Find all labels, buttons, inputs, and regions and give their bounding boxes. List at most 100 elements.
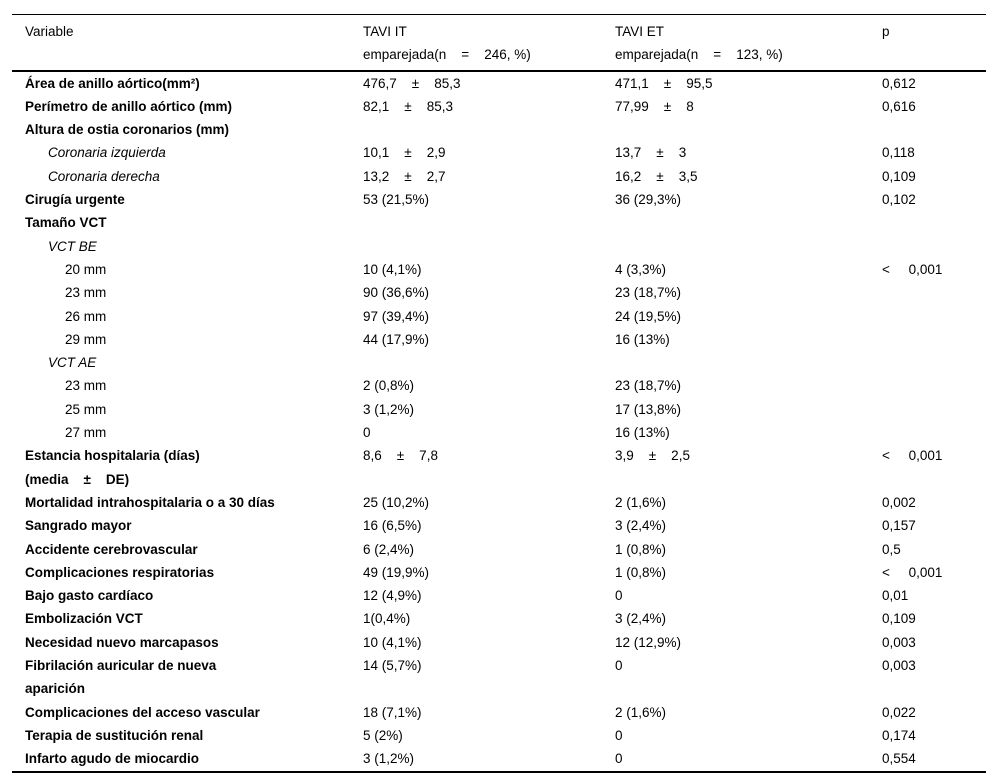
table-row: Fibrilación auricular de nueva aparición… [12, 654, 986, 701]
tavi-et-value-cell [615, 351, 882, 374]
table-row: Infarto agudo de miocardio 3 (1,2%) 0 0,554 [12, 747, 986, 771]
tavi-it-value-cell: 13,2 ± 2,7 [363, 168, 446, 184]
row-label-cell: 29 mm [65, 331, 107, 347]
tavi-et-value-cell: 16,2 ± 3,5 [615, 168, 698, 184]
tavi-et-value-cell: 0 [615, 751, 623, 767]
p-value-cell: 0,102 [882, 192, 916, 208]
tavi-et-value-cell [615, 211, 882, 234]
tavi-et-value-cell: 0 [615, 658, 623, 674]
col-header-variable: Variable [12, 14, 363, 72]
tavi-it-value-cell: 476,7 ± 85,3 [363, 75, 461, 91]
tavi-it-value-cell: 5 (2%) [363, 727, 403, 743]
tavi-et-value-cell: 23 (18,7%) [615, 378, 682, 394]
tavi-et-value-cell: 17 (13,8%) [615, 401, 682, 417]
tavi-et-value-cell: 2 (1,6%) [615, 704, 667, 720]
table-row: Tamaño VCT [12, 211, 986, 234]
p-value-cell: < 0,001 [882, 448, 943, 464]
table-row: VCT AE [12, 351, 986, 374]
row-label-cell: Cirugía urgente [25, 192, 125, 208]
row-label-cell: Estancia hospitalaria (días) (media ± DE… [25, 448, 200, 487]
col-header-tavi-et: TAVI ET emparejada(n = 123, %) [615, 14, 882, 72]
table-row: Terapia de sustitución renal 5 (2%) 0 0,174 [12, 724, 986, 747]
p-value-cell: 0,003 [882, 658, 916, 674]
tavi-it-value-cell: 1(0,4%) [363, 611, 411, 627]
tavi-et-value-cell: 3 (2,4%) [615, 611, 667, 627]
row-label-cell: 26 mm [65, 308, 107, 324]
p-value-cell [882, 398, 986, 421]
table-row: 29 mm 44 (17,9%) 16 (13%) [12, 328, 986, 351]
tavi-it-value-cell: 97 (39,4%) [363, 308, 430, 324]
tavi-et-value-cell: 36 (29,3%) [615, 192, 682, 208]
p-value-cell: 0,612 [882, 75, 916, 91]
p-value-cell [882, 351, 986, 374]
tavi-it-value-cell: 16 (6,5%) [363, 518, 422, 534]
row-label-cell: Bajo gasto cardíaco [25, 588, 154, 604]
col-header-tavi-it: TAVI IT emparejada(n = 246, %) [363, 14, 615, 72]
table-row: Perímetro de anillo aórtico (mm) 82,1 ± 8… [12, 95, 986, 118]
tavi-et-value-cell: 1 (0,8%) [615, 564, 667, 580]
table-row: 23 mm 90 (36,6%) 23 (18,7%) [12, 281, 986, 304]
row-label-cell: Área de anillo aórtico(mm²) [25, 75, 200, 91]
table-row: 25 mm 3 (1,2%) 17 (13,8%) [12, 398, 986, 421]
row-label-cell: 23 mm [65, 285, 107, 301]
row-label-cell: Sangrado mayor [25, 518, 132, 534]
tavi-comparison-table: Variable TAVI IT emparejada(n = 246, %) … [12, 14, 986, 773]
row-label-cell: Embolización VCT [25, 611, 143, 627]
table-row: Área de anillo aórtico(mm²) 476,7 ± 85,3 4… [12, 71, 986, 95]
tavi-et-value-cell: 3,9 ± 2,5 [615, 448, 690, 464]
tavi-it-value-cell: 10 (4,1%) [363, 634, 422, 650]
p-value-cell: < 0,001 [882, 261, 943, 277]
p-value-cell: 0,109 [882, 168, 916, 184]
tavi-it-value-cell [363, 235, 615, 258]
row-label-cell: Necesidad nuevo marcapasos [25, 634, 219, 650]
p-value-cell: 0,157 [882, 518, 916, 534]
table-row: 27 mm 0 16 (13%) [12, 421, 986, 444]
table-row: 23 mm 2 (0,8%) 23 (18,7%) [12, 374, 986, 397]
table-row: Embolización VCT 1(0,4%) 3 (2,4%) 0,109 [12, 607, 986, 630]
row-label-cell: Perímetro de anillo aórtico (mm) [25, 98, 233, 114]
table-row: VCT BE [12, 235, 986, 258]
p-value-cell [882, 305, 986, 328]
table-row: Bajo gasto cardíaco 12 (4,9%) 0 0,01 [12, 584, 986, 607]
p-value-cell: 0,174 [882, 727, 916, 743]
tavi-it-value-cell: 2 (0,8%) [363, 378, 415, 394]
row-label-cell: Mortalidad intrahospitalaria o a 30 días [25, 494, 275, 510]
row-label-cell: Coronaria izquierda [48, 145, 166, 161]
p-value-cell [882, 118, 986, 141]
tavi-et-value-cell [615, 235, 882, 258]
tavi-it-value-cell [363, 351, 615, 374]
tavi-it-value-cell [363, 118, 615, 141]
table-row: Coronaria derecha 13,2 ± 2,7 16,2 ± 3,5 0,1… [12, 165, 986, 188]
p-value-cell: 0,616 [882, 98, 916, 114]
row-label-cell: Coronaria derecha [48, 168, 160, 184]
tavi-et-value-cell: 12 (12,9%) [615, 634, 682, 650]
row-label-cell: VCT AE [48, 355, 97, 371]
tavi-et-value-cell: 16 (13%) [615, 331, 670, 347]
tavi-et-value-cell [615, 118, 882, 141]
p-value-cell: 0,002 [882, 494, 916, 510]
row-label-cell: Complicaciones respiratorias [25, 564, 215, 580]
tavi-it-value-cell: 14 (5,7%) [363, 658, 422, 674]
tavi-et-value-cell: 16 (13%) [615, 425, 670, 441]
row-label-cell: Terapia de sustitución renal [25, 727, 204, 743]
p-value-cell [882, 235, 986, 258]
tavi-it-value-cell: 44 (17,9%) [363, 331, 430, 347]
tavi-it-value-cell: 49 (19,9%) [363, 564, 430, 580]
tavi-et-value-cell: 23 (18,7%) [615, 285, 682, 301]
p-value-cell: 0,01 [882, 588, 909, 604]
row-label-cell: 20 mm [65, 261, 107, 277]
tavi-et-value-cell: 77,99 ± 8 [615, 98, 694, 114]
tavi-it-value-cell: 3 (1,2%) [363, 751, 415, 767]
p-value-cell [882, 211, 986, 234]
p-value-cell [882, 328, 986, 351]
tavi-et-value-cell: 0 [615, 727, 623, 743]
table-row: Complicaciones respiratorias 49 (19,9%) 1 … [12, 561, 986, 584]
tavi-et-value-cell: 3 (2,4%) [615, 518, 667, 534]
table-row: Sangrado mayor 16 (6,5%) 3 (2,4%) 0,157 [12, 514, 986, 537]
table-row: 20 mm 10 (4,1%) 4 (3,3%) < 0,001 [12, 258, 986, 281]
tavi-et-value-cell: 1 (0,8%) [615, 541, 667, 557]
tavi-it-value-cell: 8,6 ± 7,8 [363, 448, 438, 464]
tavi-it-value-cell: 18 (7,1%) [363, 704, 422, 720]
row-label-cell: 25 mm [65, 401, 107, 417]
tavi-it-value-cell: 10,1 ± 2,9 [363, 145, 446, 161]
